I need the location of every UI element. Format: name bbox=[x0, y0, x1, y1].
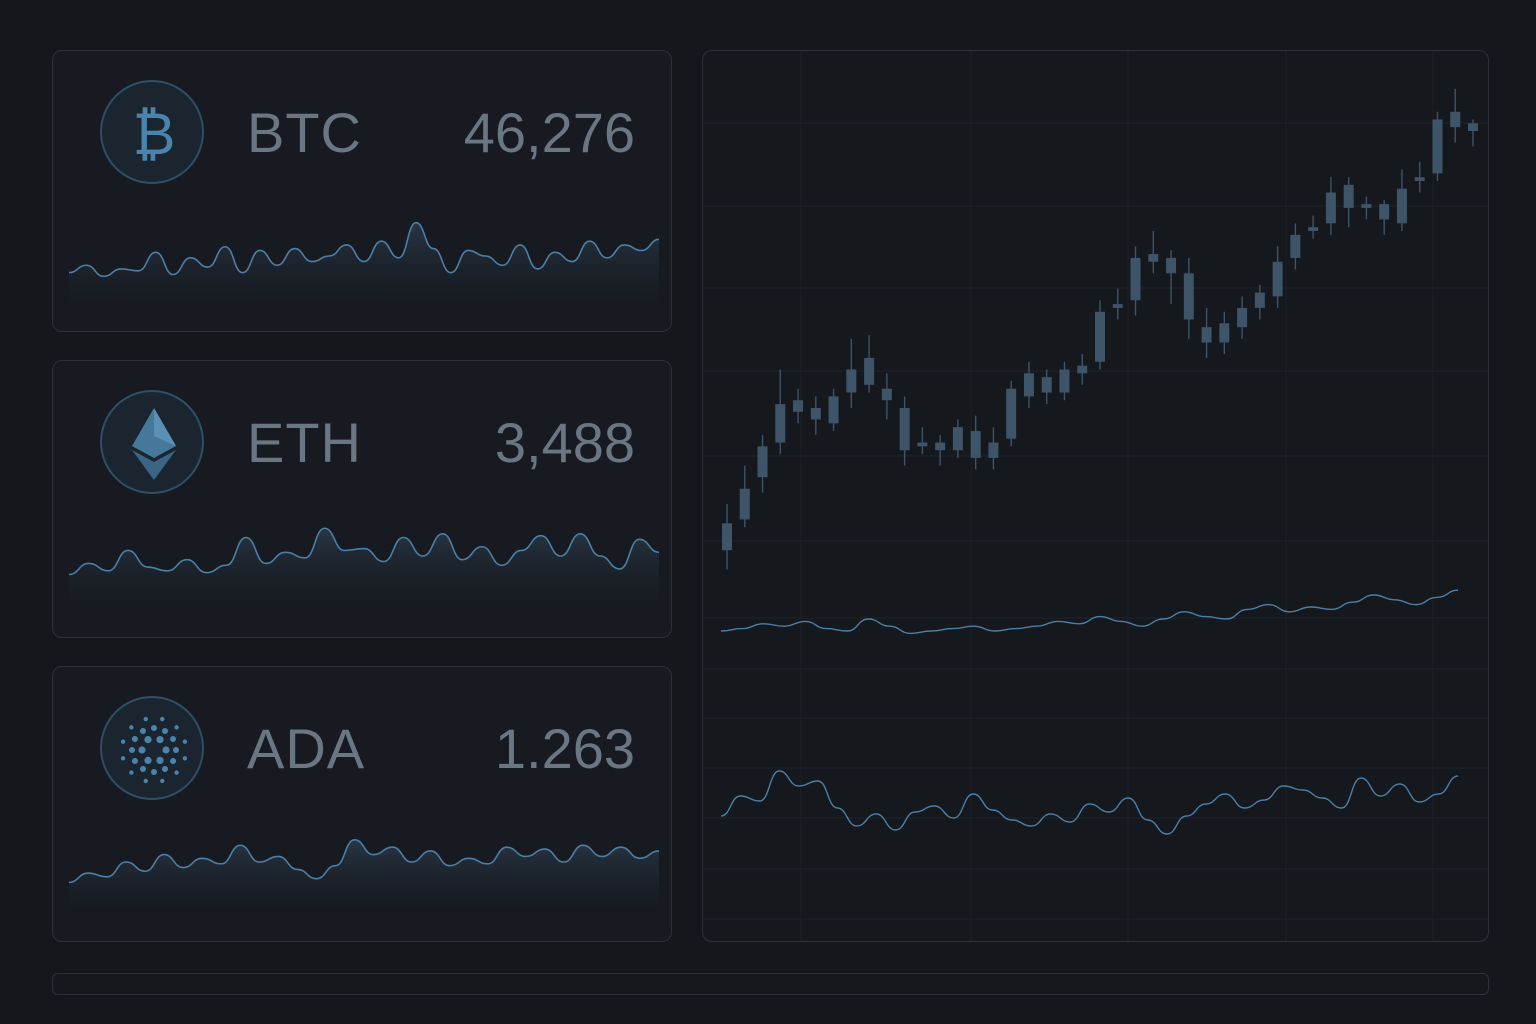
sparkline-area bbox=[69, 839, 659, 907]
candle-body bbox=[1396, 188, 1407, 224]
ticker-price: 3,488 bbox=[494, 411, 635, 474]
candle-body bbox=[739, 488, 750, 520]
candle-body bbox=[952, 427, 963, 451]
candle-body bbox=[1450, 111, 1461, 128]
ticker-price: 46,276 bbox=[463, 101, 635, 164]
candle-body bbox=[810, 407, 821, 420]
sparkline-area bbox=[69, 528, 659, 601]
candle-body bbox=[1272, 261, 1283, 297]
candle-body bbox=[1201, 327, 1212, 343]
candle-body bbox=[757, 446, 768, 478]
candle-body bbox=[1059, 369, 1070, 393]
bitcoin-icon: ₿ bbox=[100, 80, 204, 184]
ticker-symbol: BTC bbox=[247, 101, 362, 164]
candle-body bbox=[1095, 311, 1105, 362]
candle-body bbox=[1361, 204, 1372, 208]
candle-body bbox=[793, 400, 804, 412]
candle-body bbox=[1130, 257, 1141, 301]
candle-body bbox=[935, 442, 946, 451]
ticker-card-ada[interactable]: ADA 1.263 bbox=[52, 666, 672, 942]
candle-body bbox=[1343, 184, 1354, 208]
indicator-line-1 bbox=[720, 589, 1459, 635]
candle-body bbox=[1166, 257, 1177, 274]
candle-body bbox=[970, 431, 981, 458]
candle-body bbox=[1077, 365, 1088, 374]
candle-body bbox=[1023, 373, 1034, 397]
candle-body bbox=[1148, 254, 1159, 262]
candle-body bbox=[881, 388, 892, 401]
sparkline-line bbox=[69, 838, 659, 884]
candle-body bbox=[1290, 234, 1301, 258]
ticker-symbol: ADA bbox=[247, 717, 366, 780]
candle-body bbox=[1379, 204, 1390, 220]
ticker-symbol: ETH bbox=[247, 411, 362, 474]
svg-text:₿: ₿ bbox=[133, 100, 176, 168]
chart-grid bbox=[703, 51, 1488, 941]
candle-body bbox=[1414, 177, 1425, 181]
candle-body bbox=[846, 369, 857, 393]
candle-body bbox=[1041, 377, 1052, 393]
candlestick-chart bbox=[703, 51, 1488, 941]
candle-body bbox=[1006, 388, 1017, 439]
candle-body bbox=[1254, 292, 1265, 308]
ticker-card-btc[interactable]: ₿ BTC 46,276 bbox=[52, 50, 672, 332]
candle-body bbox=[1308, 227, 1319, 231]
ticker-price: 1.263 bbox=[494, 717, 635, 780]
sparkline-chart bbox=[69, 221, 659, 301]
bottom-status-bar bbox=[52, 973, 1489, 995]
candle-body bbox=[1432, 119, 1443, 174]
candle-body bbox=[864, 357, 875, 385]
candle-body bbox=[917, 442, 928, 447]
indicator-line-2 bbox=[720, 770, 1459, 835]
candle-body bbox=[1468, 123, 1478, 131]
candle-body bbox=[1325, 192, 1336, 224]
candle-body bbox=[899, 407, 910, 451]
candles bbox=[722, 88, 1478, 570]
sparkline-chart bbox=[69, 838, 659, 907]
cardano-icon bbox=[100, 696, 204, 800]
sparkline-line bbox=[69, 221, 659, 278]
candle-body bbox=[1219, 323, 1230, 343]
ticker-card-eth[interactable]: ETH 3,488 bbox=[52, 360, 672, 638]
candlestick-chart-panel[interactable] bbox=[702, 50, 1489, 942]
candle-body bbox=[828, 396, 839, 424]
candle-body bbox=[1237, 307, 1248, 328]
candle-body bbox=[1112, 304, 1123, 308]
candle-body bbox=[1183, 273, 1194, 320]
ethereum-icon bbox=[100, 390, 204, 494]
candle-body bbox=[775, 404, 786, 443]
candle-body bbox=[988, 442, 999, 458]
candle-body bbox=[722, 523, 732, 551]
sparkline-chart bbox=[69, 527, 659, 601]
sparkline-line bbox=[69, 527, 659, 576]
